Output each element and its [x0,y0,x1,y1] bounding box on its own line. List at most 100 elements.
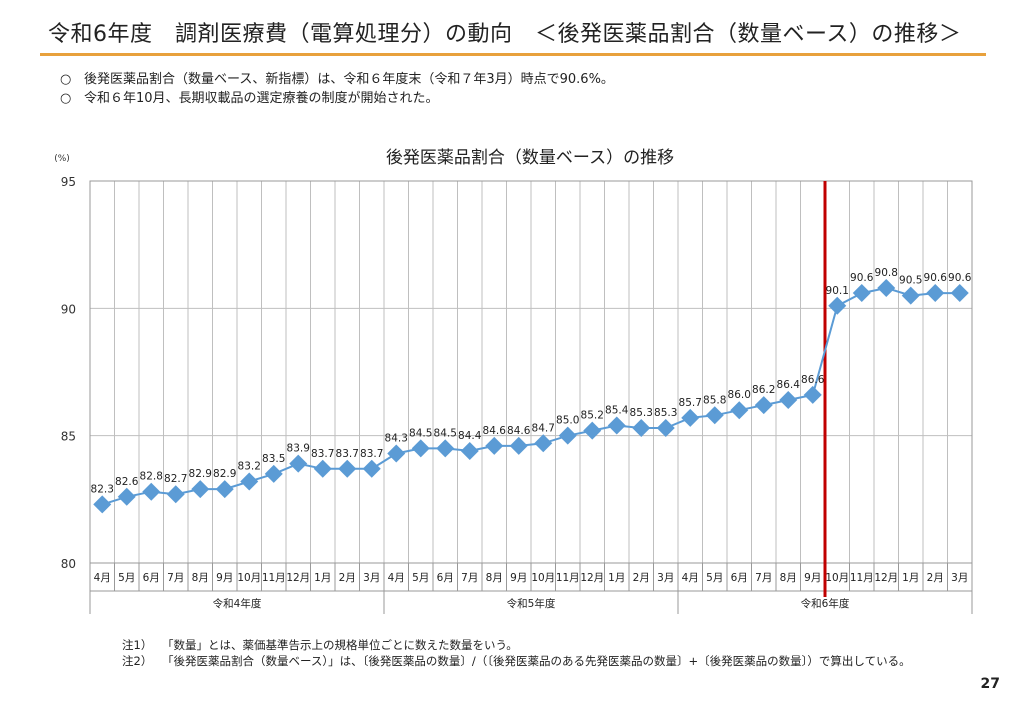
data-point [313,459,332,478]
data-label: 85.3 [630,407,653,419]
bullet-item: ○ 後発医薬品割合（数量ベース、新指標）は、令和６年度末（令和７年3月）時点で90… [60,70,614,89]
bullet-item: ○ 令和６年10月、長期収載品の選定療養の制度が開始された。 [60,89,614,108]
data-point [142,482,161,501]
data-point [534,434,553,453]
x-tick-label: 8月 [486,572,503,584]
data-point [215,480,234,499]
data-point [362,459,381,478]
data-point [632,419,651,438]
x-tick-label: 9月 [510,572,527,584]
data-label: 82.6 [115,476,139,488]
data-label: 86.4 [777,379,801,391]
y-tick-label: 90 [61,302,76,316]
title-divider [40,53,986,56]
chart-title: 後発医薬品割合（数量ベース）の推移 [386,148,674,168]
data-point [460,441,479,460]
data-label: 90.8 [875,267,898,279]
x-tick-label: 11月 [262,572,286,584]
footnotes: 注1） 「数量」とは、薬価基準告示上の規格単位ごとに数えた数量をいう。 注2） 「後… [122,637,911,669]
data-point [730,401,749,420]
data-label: 85.4 [605,404,629,416]
footnote-label: 注2） [122,654,153,668]
x-tick-label: 4月 [94,572,111,584]
data-point [93,495,112,514]
group-label: 令和4年度 [213,597,262,610]
data-label: 82.9 [213,468,236,480]
data-label: 83.9 [287,443,310,455]
footnote-text: 「数量」とは、薬価基準告示上の規格単位ごとに数えた数量をいう。 [162,638,518,652]
data-point [166,485,185,504]
data-point [656,419,675,438]
x-tick-label: 12月 [874,572,898,584]
data-label: 85.8 [703,394,726,406]
data-point [877,278,896,297]
x-tick-label: 5月 [412,572,429,584]
y-tick-label: 80 [61,557,76,571]
x-tick-label: 11月 [556,572,580,584]
data-point [191,480,210,499]
x-tick-label: 5月 [118,572,135,584]
x-tick-label: 4月 [388,572,405,584]
x-tick-label: 5月 [706,572,723,584]
data-label: 85.2 [581,410,604,422]
data-label: 86.0 [728,389,751,401]
x-tick-label: 1月 [314,572,331,584]
x-tick-label: 12月 [286,572,310,584]
data-label: 90.6 [924,272,948,284]
x-tick-label: 6月 [731,572,748,584]
summary-bullets: ○ 後発医薬品割合（数量ベース、新指標）は、令和６年度末（令和７年3月）時点で90… [60,70,614,108]
x-tick-label: 4月 [682,572,699,584]
data-point [411,439,430,458]
data-label: 90.6 [850,272,874,284]
bullet-mark: ○ [60,72,72,87]
y-tick-label: 85 [61,430,76,444]
data-point [338,459,357,478]
bullet-text: 令和６年10月、長期収載品の選定療養の制度が開始された。 [84,91,439,106]
data-point [264,464,283,483]
data-point [681,408,700,427]
data-point [387,444,406,463]
data-point [436,439,455,458]
data-point [705,406,724,425]
x-tick-label: 7月 [167,572,184,584]
x-tick-label: 10月 [825,572,849,584]
data-label: 84.6 [507,425,531,437]
data-point [558,426,577,445]
x-tick-label: 10月 [531,572,555,584]
data-label: 84.5 [434,427,457,439]
data-point [828,296,847,315]
data-label: 90.5 [899,275,922,287]
data-label: 86.2 [752,384,775,396]
data-point [803,385,822,404]
x-tick-label: 8月 [780,572,797,584]
data-point [240,472,259,491]
data-label: 85.0 [556,415,579,427]
data-point [754,396,773,415]
group-label: 令和5年度 [507,597,556,610]
data-label: 90.6 [948,272,972,284]
x-tick-label: 2月 [633,572,650,584]
data-point [485,436,504,455]
x-tick-label: 1月 [608,572,625,584]
x-tick-label: 10月 [237,572,261,584]
data-label: 83.5 [262,453,285,465]
y-tick-label: 95 [61,175,76,189]
data-point [852,284,871,303]
x-tick-label: 2月 [927,572,944,584]
data-label: 84.7 [532,422,555,434]
data-label: 82.7 [164,473,187,485]
x-tick-label: 3月 [363,572,380,584]
data-label: 82.3 [91,483,114,495]
data-point [607,416,626,435]
bullet-mark: ○ [60,91,72,106]
x-tick-label: 12月 [580,572,604,584]
x-tick-label: 8月 [192,572,209,584]
x-tick-label: 6月 [143,572,160,584]
data-point [926,284,945,303]
data-point [117,487,136,506]
data-label: 84.3 [385,432,408,444]
x-tick-label: 9月 [216,572,233,584]
data-point [289,454,308,473]
x-tick-label: 3月 [951,572,968,584]
data-point [509,436,528,455]
